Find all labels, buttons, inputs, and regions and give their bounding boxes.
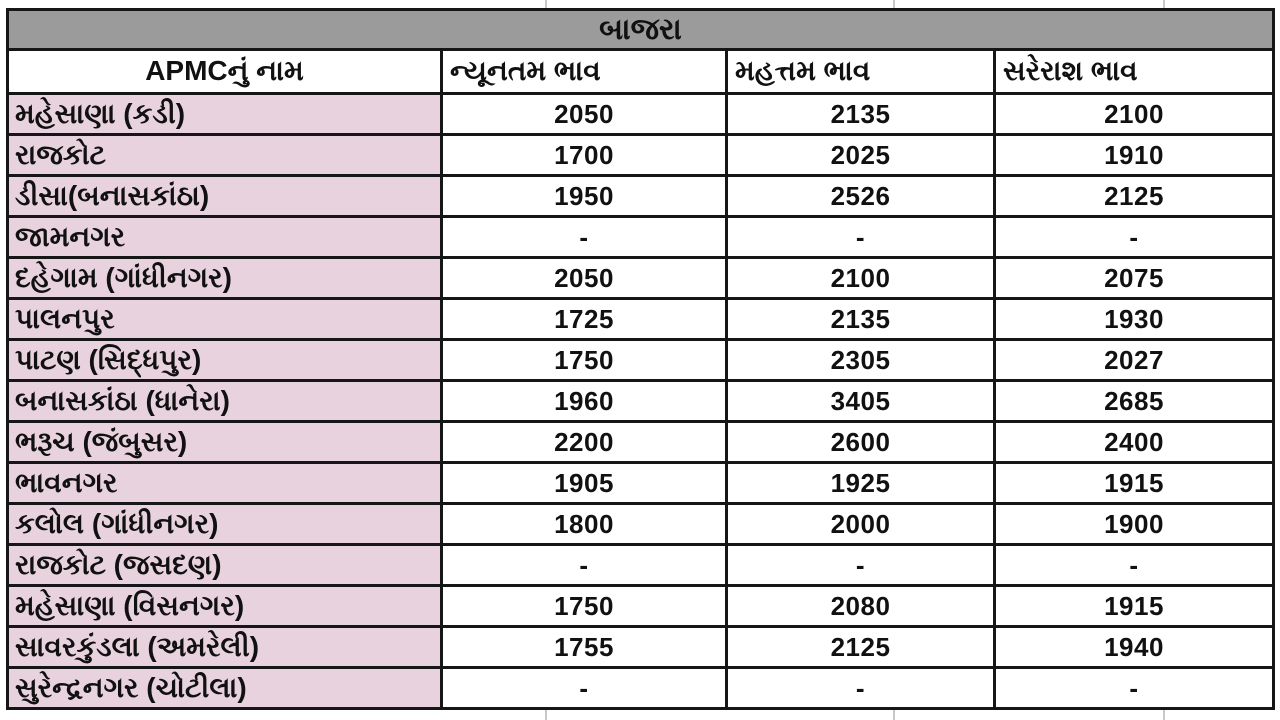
avg-price-cell: 2125 — [993, 174, 1275, 218]
max-price-cell: - — [725, 666, 996, 710]
column-header-min-price: ન્યૂનતમ ભાવ — [440, 48, 728, 95]
table-row: પાટણ (સિદ્ધપુર) 1750 2305 2027 — [6, 338, 1275, 382]
table-row: ભરૂચ (જંબુસર) 2200 2600 2400 — [6, 420, 1275, 464]
min-price-cell: 1960 — [440, 379, 728, 423]
apmc-name-cell: મહેસાણા (વિસનગર) — [6, 584, 443, 628]
min-price-cell: 1755 — [440, 625, 728, 669]
avg-price-cell: 1900 — [993, 502, 1275, 546]
gridline-stub — [545, 709, 547, 720]
avg-price-cell: 2027 — [993, 338, 1275, 382]
gridline-stub — [893, 709, 895, 720]
apmc-name-cell: કલોલ (ગાંધીનગર) — [6, 502, 443, 546]
max-price-cell: 2000 — [725, 502, 996, 546]
table-row: પાલનપુર 1725 2135 1930 — [6, 297, 1275, 341]
apmc-name-cell: રાજકોટ — [6, 133, 443, 177]
min-price-cell: 2050 — [440, 92, 728, 136]
avg-price-cell: 2400 — [993, 420, 1275, 464]
max-price-cell: 2135 — [725, 297, 996, 341]
header-row: APMCનું નામ ન્યૂનતમ ભાવ મહત્તમ ભાવ સરેરા… — [6, 48, 1275, 95]
apmc-name-cell: ડીસા(બનાસકાંઠા) — [6, 174, 443, 218]
max-price-cell: 2526 — [725, 174, 996, 218]
apmc-name-cell: ભાવનગર — [6, 461, 443, 505]
table-row: મહેસાણા (વિસનગર) 1750 2080 1915 — [6, 584, 1275, 628]
apmc-name-cell: મહેસાણા (કડી) — [6, 92, 443, 136]
table-row: ભાવનગર 1905 1925 1915 — [6, 461, 1275, 505]
avg-price-cell: 1940 — [993, 625, 1275, 669]
avg-price-cell: 2075 — [993, 256, 1275, 300]
table-row: કલોલ (ગાંધીનગર) 1800 2000 1900 — [6, 502, 1275, 546]
avg-price-cell: 1930 — [993, 297, 1275, 341]
table-row: બનાસકાંઠા (ધાનેરા) 1960 3405 2685 — [6, 379, 1275, 423]
max-price-cell: 2135 — [725, 92, 996, 136]
min-price-cell: 1800 — [440, 502, 728, 546]
avg-price-cell: 1915 — [993, 584, 1275, 628]
max-price-cell: 3405 — [725, 379, 996, 423]
avg-price-cell: 1910 — [993, 133, 1275, 177]
max-price-cell: 2100 — [725, 256, 996, 300]
apmc-name-cell: ભરૂચ (જંબુસર) — [6, 420, 443, 464]
apmc-name-cell: બનાસકાંઠા (ધાનેરા) — [6, 379, 443, 423]
avg-price-cell: 1915 — [993, 461, 1275, 505]
min-price-cell: 2200 — [440, 420, 728, 464]
apmc-name-cell: જામનગર — [6, 215, 443, 259]
gridline-stub — [545, 0, 547, 9]
min-price-cell: - — [440, 215, 728, 259]
table-row: ડીસા(બનાસકાંઠા) 1950 2526 2125 — [6, 174, 1275, 218]
max-price-cell: 2305 — [725, 338, 996, 382]
title-row: બાજરા — [6, 8, 1275, 51]
apmc-name-cell: સુરેન્દ્રનગર (ચોટીલા) — [6, 666, 443, 710]
min-price-cell: 2050 — [440, 256, 728, 300]
table-body: મહેસાણા (કડી) 2050 2135 2100 રાજકોટ 1700… — [6, 92, 1275, 710]
min-price-cell: 1750 — [440, 584, 728, 628]
avg-price-cell: - — [993, 215, 1275, 259]
max-price-cell: 2080 — [725, 584, 996, 628]
column-header-max-price: મહત્તમ ભાવ — [725, 48, 996, 95]
avg-price-cell: - — [993, 543, 1275, 587]
gridline-stub — [893, 0, 895, 9]
table-row: સુરેન્દ્રનગર (ચોટીલા) - - - — [6, 666, 1275, 710]
table-row: જામનગર - - - — [6, 215, 1275, 259]
apmc-name-cell: દહેગામ (ગાંધીનગર) — [6, 256, 443, 300]
max-price-cell: 2025 — [725, 133, 996, 177]
min-price-cell: - — [440, 543, 728, 587]
max-price-cell: - — [725, 543, 996, 587]
gridline-stub — [1163, 709, 1165, 720]
min-price-cell: 1750 — [440, 338, 728, 382]
commodity-title: બાજરા — [6, 8, 1275, 51]
apmc-name-cell: પાલનપુર — [6, 297, 443, 341]
avg-price-cell: 2685 — [993, 379, 1275, 423]
max-price-cell: 2600 — [725, 420, 996, 464]
apmc-name-cell: રાજકોટ (જસદણ) — [6, 543, 443, 587]
bajra-price-table: બાજરા APMCનું નામ ન્યૂનતમ ભાવ મહત્તમ ભાવ… — [6, 8, 1275, 710]
table-row: રાજકોટ 1700 2025 1910 — [6, 133, 1275, 177]
avg-price-cell: 2100 — [993, 92, 1275, 136]
table-row: સાવરકુંડલા (અમરેલી) 1755 2125 1940 — [6, 625, 1275, 669]
table-row: રાજકોટ (જસદણ) - - - — [6, 543, 1275, 587]
min-price-cell: 1950 — [440, 174, 728, 218]
min-price-cell: 1725 — [440, 297, 728, 341]
gridline-stub — [1163, 0, 1165, 9]
max-price-cell: 1925 — [725, 461, 996, 505]
min-price-cell: 1700 — [440, 133, 728, 177]
table-row: દહેગામ (ગાંધીનગર) 2050 2100 2075 — [6, 256, 1275, 300]
min-price-cell: - — [440, 666, 728, 710]
avg-price-cell: - — [993, 666, 1275, 710]
min-price-cell: 1905 — [440, 461, 728, 505]
column-header-avg-price: સરેરાશ ભાવ — [993, 48, 1275, 95]
apmc-name-cell: પાટણ (સિદ્ધપુર) — [6, 338, 443, 382]
max-price-cell: - — [725, 215, 996, 259]
max-price-cell: 2125 — [725, 625, 996, 669]
apmc-name-cell: સાવરકુંડલા (અમરેલી) — [6, 625, 443, 669]
column-header-apmc-name: APMCનું નામ — [6, 48, 443, 95]
table-row: મહેસાણા (કડી) 2050 2135 2100 — [6, 92, 1275, 136]
